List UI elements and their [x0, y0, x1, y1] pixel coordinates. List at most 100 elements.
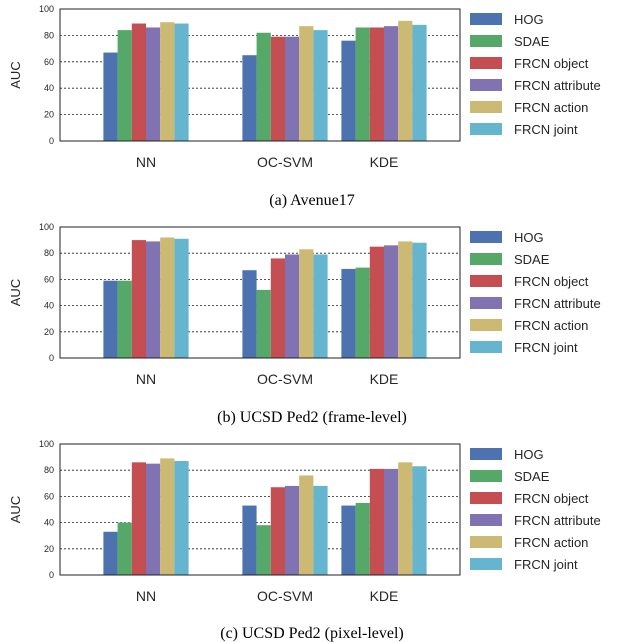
- y-tick-label: 20: [44, 327, 54, 337]
- bar-nn-frcn-joint: [174, 23, 189, 141]
- legend-label: FRCN joint: [514, 557, 578, 572]
- chart-caption: (b) UCSD Ped2 (frame-level): [217, 409, 407, 426]
- y-tick-label: 100: [39, 4, 54, 14]
- bar-nn-frcn-joint: [174, 461, 189, 575]
- bar-nn-sdae: [117, 30, 132, 141]
- legend-swatch: [470, 448, 502, 460]
- legend-swatch: [470, 297, 502, 309]
- legend-swatch: [470, 514, 502, 526]
- legend-label: FRCN object: [514, 491, 589, 506]
- legend-label: FRCN joint: [514, 122, 578, 137]
- legend-swatch: [470, 101, 502, 113]
- bar-kde-sdae: [355, 267, 370, 358]
- bar-oc-svm-frcn-joint: [313, 485, 328, 575]
- bar-nn-frcn-object: [131, 23, 146, 141]
- legend-swatch: [470, 341, 502, 353]
- bar-nn-frcn-object: [131, 462, 146, 575]
- bar-kde-frcn-action: [398, 20, 413, 142]
- y-tick-label: 60: [44, 274, 54, 284]
- bar-oc-svm-hog: [242, 505, 257, 575]
- y-tick-label: 60: [44, 491, 54, 501]
- y-tick-label: 40: [44, 518, 54, 528]
- bar-kde-frcn-object: [369, 27, 384, 142]
- bar-kde-hog: [341, 505, 356, 575]
- y-tick-label: 0: [49, 570, 54, 580]
- bar-nn-frcn-joint: [174, 238, 189, 358]
- y-tick-label: 80: [44, 465, 54, 475]
- legend-label: FRCN attribute: [514, 296, 601, 311]
- bar-nn-frcn-action: [160, 22, 175, 142]
- legend-label: HOG: [514, 12, 544, 27]
- bar-nn-sdae: [117, 280, 132, 358]
- bar-kde-frcn-action: [398, 241, 413, 358]
- bar-kde-frcn-joint: [412, 242, 427, 358]
- legend-label: FRCN object: [514, 274, 589, 289]
- legend-label: FRCN attribute: [514, 513, 601, 528]
- legend-label: FRCN action: [514, 535, 588, 550]
- plot-frame: [59, 226, 461, 359]
- legend-swatch: [470, 492, 502, 504]
- bar-kde-frcn-attribute: [384, 26, 399, 141]
- legend-swatch: [470, 319, 502, 331]
- bar-oc-svm-frcn-object: [270, 36, 285, 141]
- legend-swatch: [470, 123, 502, 135]
- x-tick-label: KDE: [370, 588, 399, 604]
- bar-oc-svm-sdae: [256, 525, 271, 575]
- bar-kde-frcn-object: [369, 468, 384, 575]
- chart-panel-1: 0 20 40 60 80 100 NN OC-SVM KDE AUC HOG SDAE FRCN ob…: [8, 4, 601, 209]
- legend-label: HOG: [514, 447, 544, 462]
- legend-swatch: [470, 231, 502, 243]
- bar-nn-frcn-action: [160, 237, 175, 358]
- bar-oc-svm-frcn-action: [299, 249, 314, 358]
- legend-label: SDAE: [514, 252, 550, 267]
- legend-label: SDAE: [514, 34, 550, 49]
- y-tick-label: 40: [44, 301, 54, 311]
- y-tick-label: 100: [39, 439, 54, 449]
- y-tick-label: 40: [44, 83, 54, 93]
- bar-kde-hog: [341, 40, 356, 141]
- chart-panel-2: 0 20 40 60 80 100 NN OC-SVM KDE AUC HOG SDAE FRCN ob…: [8, 222, 601, 426]
- y-tick-label: 80: [44, 30, 54, 40]
- bar-oc-svm-sdae: [256, 289, 271, 358]
- bar-oc-svm-frcn-object: [270, 487, 285, 575]
- bar-kde-frcn-action: [398, 462, 413, 575]
- x-tick-label: OC-SVM: [257, 588, 313, 604]
- legend-swatch: [470, 536, 502, 548]
- legend-label: FRCN attribute: [514, 78, 601, 93]
- legend-swatch: [470, 35, 502, 47]
- legend-label: FRCN object: [514, 56, 589, 71]
- bar-nn-hog: [103, 531, 118, 575]
- legend-swatch: [470, 79, 502, 91]
- legend-swatch: [470, 253, 502, 265]
- bar-oc-svm-frcn-joint: [313, 30, 328, 141]
- y-axis-label: AUC: [8, 279, 23, 306]
- bar-oc-svm-frcn-action: [299, 26, 314, 141]
- legend-swatch: [470, 558, 502, 570]
- bar-kde-frcn-attribute: [384, 245, 399, 358]
- y-axis-label: AUC: [8, 496, 23, 523]
- legend-label: SDAE: [514, 469, 550, 484]
- bar-oc-svm-frcn-attribute: [285, 36, 300, 141]
- y-axis-label: AUC: [8, 61, 23, 88]
- legend-label: HOG: [514, 230, 544, 245]
- bar-nn-frcn-object: [131, 240, 146, 358]
- bar-nn-sdae: [117, 522, 132, 575]
- x-tick-label: NN: [136, 588, 156, 604]
- bar-oc-svm-frcn-attribute: [285, 254, 300, 358]
- bar-kde-hog: [341, 268, 356, 358]
- plot-frame: [59, 8, 461, 142]
- plot-frame: [59, 443, 461, 576]
- x-tick-label: NN: [136, 371, 156, 387]
- y-tick-label: 0: [49, 136, 54, 146]
- bar-kde-frcn-joint: [412, 466, 427, 575]
- legend-swatch: [470, 275, 502, 287]
- bar-oc-svm-frcn-action: [299, 475, 314, 575]
- bar-oc-svm-sdae: [256, 32, 271, 142]
- bar-kde-frcn-object: [369, 246, 384, 358]
- legend-swatch: [470, 57, 502, 69]
- chart-caption: (a) Avenue17: [269, 192, 354, 209]
- legend-label: FRCN action: [514, 100, 588, 115]
- y-tick-label: 100: [39, 222, 54, 232]
- bar-oc-svm-hog: [242, 55, 257, 142]
